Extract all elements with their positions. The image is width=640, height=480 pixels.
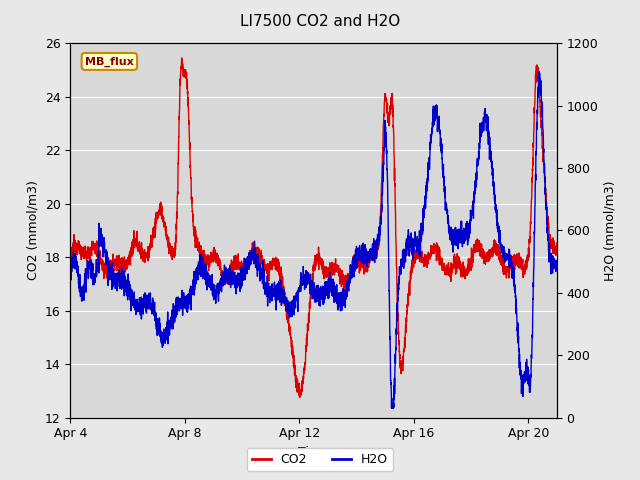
X-axis label: Time: Time xyxy=(298,446,329,459)
Text: LI7500 CO2 and H2O: LI7500 CO2 and H2O xyxy=(240,14,400,29)
Legend: CO2, H2O: CO2, H2O xyxy=(247,448,393,471)
Y-axis label: CO2 (mmol/m3): CO2 (mmol/m3) xyxy=(26,180,39,280)
Y-axis label: H2O (mmol/m3): H2O (mmol/m3) xyxy=(604,180,617,281)
Text: MB_flux: MB_flux xyxy=(85,56,134,67)
